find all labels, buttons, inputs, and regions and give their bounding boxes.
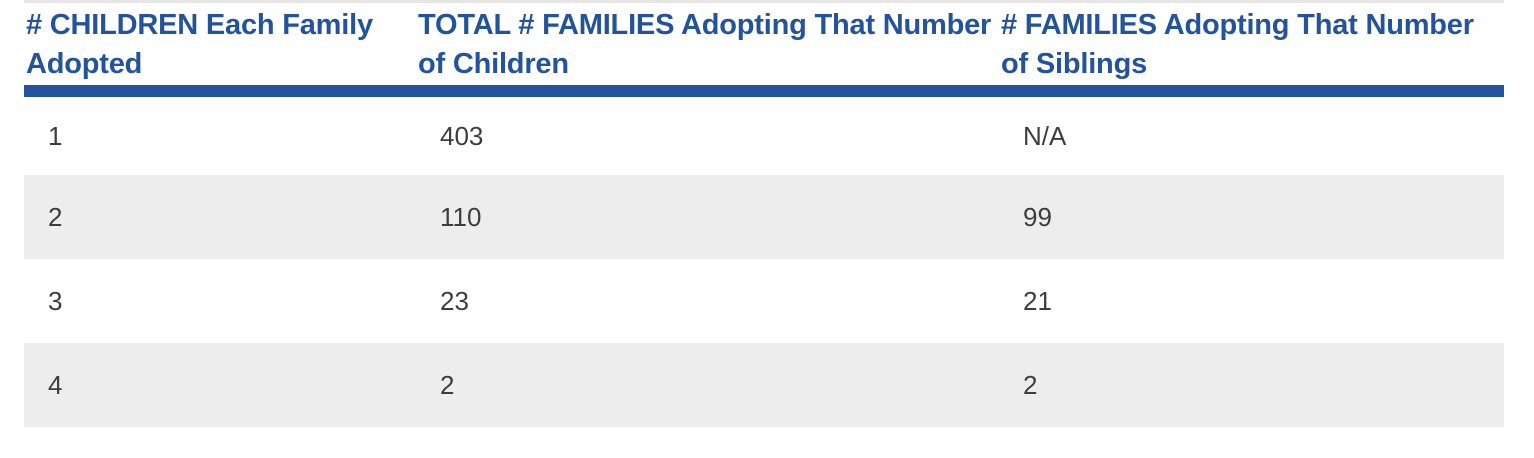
cell-children-count: 1 (48, 120, 63, 151)
table-row: 1 403 N/A (24, 91, 1504, 175)
cell-sibling-families: 21 (1023, 285, 1052, 316)
table-row: 4 2 2 (24, 343, 1504, 427)
cell-children-count: 3 (48, 285, 63, 316)
header-sibling-families: # FAMILIES Adopting That Number of Sibli… (999, 0, 1504, 97)
adoption-table: # CHILDREN Each Family Adopted TOTAL # F… (24, 0, 1504, 427)
cell-sibling-families: 99 (1023, 201, 1052, 232)
cell-total-families: 2 (440, 369, 455, 400)
cell-sibling-families: 2 (1023, 369, 1038, 400)
header-row: # CHILDREN Each Family Adopted TOTAL # F… (24, 0, 1504, 97)
cell-sibling-families: N/A (1023, 120, 1067, 151)
table-row: 2 110 99 (24, 175, 1504, 259)
header-children-adopted: # CHILDREN Each Family Adopted (24, 0, 416, 97)
cell-children-count: 2 (48, 201, 63, 232)
table-body: 1 403 N/A 2 110 99 3 23 21 4 2 2 (24, 91, 1504, 427)
table-header: # CHILDREN Each Family Adopted TOTAL # F… (24, 0, 1504, 97)
header-total-families: TOTAL # FAMILIES Adopting That Number of… (416, 0, 999, 97)
cell-children-count: 4 (48, 369, 63, 400)
cell-total-families: 23 (440, 285, 469, 316)
cell-total-families: 403 (440, 120, 484, 151)
table-row: 3 23 21 (24, 259, 1504, 343)
cell-total-families: 110 (440, 201, 482, 232)
